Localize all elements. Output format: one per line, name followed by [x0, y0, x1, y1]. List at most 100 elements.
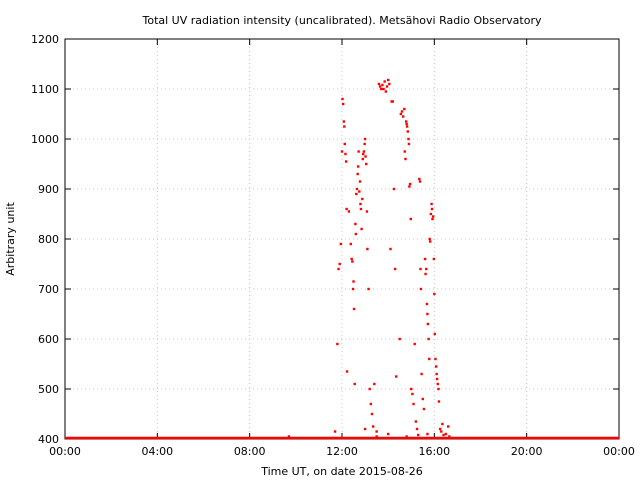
data-point [392, 187, 396, 191]
data-point [389, 247, 392, 251]
data-point [386, 432, 390, 436]
data-point [373, 382, 376, 386]
y-tick-label: 1000 [31, 133, 59, 146]
x-axis: 00:00 04:00 08:00 12:00 16:00 20:00 00:00 [49, 39, 635, 458]
data-point [432, 257, 436, 261]
data-point [437, 387, 440, 391]
data-point [444, 432, 448, 436]
data-point [407, 142, 411, 146]
data-point [362, 150, 366, 153]
data-point [355, 187, 359, 191]
data-point [434, 365, 438, 368]
data-point [287, 435, 291, 438]
data-point [363, 142, 366, 146]
data-point [364, 155, 367, 158]
data-point [375, 435, 378, 438]
data-point [415, 427, 419, 431]
data-point [381, 83, 384, 87]
data-point [351, 287, 355, 291]
data-point [431, 215, 435, 218]
data-point [425, 267, 428, 271]
data-point [433, 332, 436, 336]
x-tick-label: 16:00 [418, 445, 450, 458]
data-point [405, 435, 408, 438]
data-point [406, 130, 409, 133]
grid-lines [65, 39, 619, 439]
data-point [370, 412, 374, 416]
data-point [428, 237, 431, 241]
data-point [426, 432, 429, 436]
data-point [352, 307, 356, 311]
y-tick-label: 1200 [31, 33, 59, 46]
data-point [359, 207, 363, 211]
data-point [422, 407, 426, 411]
data-point [362, 152, 365, 156]
data-point [338, 262, 341, 266]
y-tick-label: 700 [38, 283, 59, 296]
data-point [351, 260, 354, 263]
data-point [369, 402, 373, 406]
data-point [400, 110, 404, 113]
y-axis-title: Arbitrary unit [4, 202, 17, 276]
data-point [428, 357, 431, 361]
data-point [401, 115, 405, 118]
data-point [438, 427, 442, 431]
x-tick-label: 20:00 [511, 445, 543, 458]
data-point [393, 267, 397, 271]
data-point [410, 387, 413, 391]
data-point [405, 125, 409, 128]
data-point [361, 157, 364, 161]
x-tick-label: 04:00 [141, 445, 173, 458]
data-point [446, 425, 450, 428]
data-point [431, 217, 434, 221]
data-point [355, 192, 358, 196]
y-tick-label: 600 [38, 333, 59, 346]
data-point [344, 152, 347, 156]
data-point [411, 392, 414, 396]
data-point [360, 227, 363, 231]
data-point [426, 322, 430, 326]
data-point [347, 210, 351, 213]
data-point [437, 400, 441, 403]
data-point [416, 433, 420, 437]
data-point [385, 85, 389, 88]
data-point [356, 165, 360, 168]
data-point [430, 202, 433, 206]
data-point [388, 82, 391, 86]
data-point [342, 120, 346, 123]
chart-title: Total UV radiation intensity (uncalibrat… [142, 14, 542, 27]
data-point [409, 217, 412, 221]
data-point [357, 150, 360, 153]
data-point [421, 397, 424, 401]
data-point [408, 182, 412, 186]
data-point [414, 420, 418, 423]
data-point [419, 267, 422, 271]
x-tick-label: 00:00 [603, 445, 635, 458]
data-point [403, 107, 406, 111]
data-point [418, 177, 421, 181]
data-point [343, 125, 346, 128]
data-point [384, 90, 388, 93]
data-point [435, 372, 438, 376]
data-point [405, 122, 408, 126]
data-point [419, 287, 423, 291]
data-point [353, 382, 356, 386]
data-point [354, 232, 358, 236]
data-point [412, 402, 415, 406]
y-tick-label: 400 [38, 433, 59, 446]
data-point [386, 78, 390, 82]
data-point [434, 357, 437, 361]
data-point [420, 372, 423, 376]
data-point [418, 180, 422, 183]
data-point [366, 247, 369, 251]
data-point [336, 342, 339, 346]
data-point [365, 210, 369, 213]
data-point [368, 387, 371, 391]
data-point [367, 287, 370, 291]
data-point [358, 180, 362, 183]
data-point [399, 112, 403, 116]
y-tick-label: 900 [38, 183, 59, 196]
data-point [356, 172, 359, 176]
data-point [404, 120, 408, 123]
data-point [383, 80, 386, 83]
